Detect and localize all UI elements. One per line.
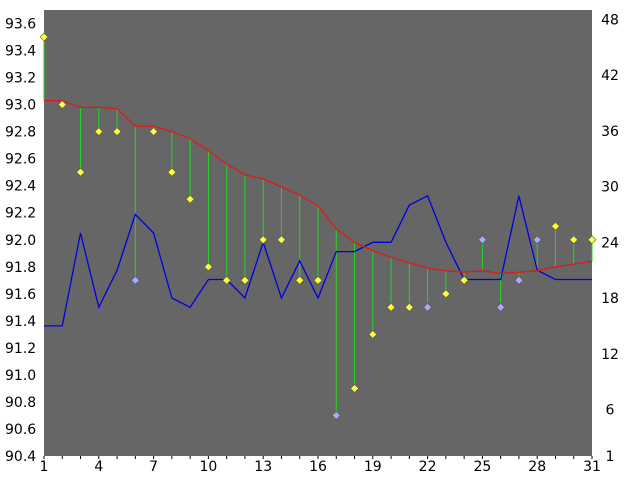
y2-tick-label: 30: [601, 180, 619, 196]
data-point-marker: [203, 262, 213, 272]
data-point-marker: [350, 383, 359, 393]
data-point-marker: [532, 235, 542, 245]
data-point-marker: [459, 275, 469, 285]
data-point-marker: [551, 221, 560, 231]
left-axis-tick-labels: 90.4 90.6 90.8 91.0 91.2 91.4 91.6 91.8 92.0 92.2…: [5, 17, 36, 465]
y-tick-label: 93.0: [5, 98, 36, 114]
x-tick-label: 31: [583, 459, 601, 475]
y-tick-label: 92.0: [5, 233, 36, 249]
y-tick-label: 92.8: [5, 125, 36, 141]
data-point-marker: [185, 194, 195, 204]
data-point-marker: [57, 100, 67, 110]
data-point-marker: [514, 275, 524, 285]
trend-series-line: [44, 99, 593, 275]
y2-tick-label: 12: [601, 347, 619, 363]
y-tick-label: 90.8: [5, 395, 36, 411]
data-point-marker: [313, 275, 323, 285]
secondary-series-line: [44, 194, 592, 327]
data-point-marker: [112, 127, 122, 137]
x-tick-label: 22: [419, 459, 437, 475]
x-axis-ticks: [43, 456, 593, 459]
y2-tick-label: 18: [601, 291, 619, 307]
y-tick-label: 91.4: [5, 314, 36, 330]
data-point-marker: [222, 275, 232, 285]
data-point-marker: [240, 275, 250, 285]
data-point-marker: [149, 127, 159, 137]
y-tick-label: 92.4: [5, 179, 36, 195]
data-point-marker: [404, 302, 414, 312]
data-point-marker: [477, 235, 487, 245]
data-point-marker: [368, 329, 378, 339]
y-tick-label: 93.4: [5, 44, 36, 60]
y2-tick-label: 24: [601, 235, 619, 251]
y2-tick-label: 48: [601, 12, 619, 28]
y-tick-label: 92.2: [5, 206, 36, 222]
series-lines: [44, 99, 593, 327]
y-tick-label: 93.2: [5, 71, 36, 87]
x-tick-label: 28: [528, 459, 546, 475]
data-point-marker: [167, 167, 177, 177]
data-point-marker: [94, 127, 104, 137]
y2-tick-label: 42: [601, 68, 619, 84]
y2-tick-label: 6: [606, 403, 615, 419]
y-tick-label: 91.2: [5, 341, 36, 357]
x-tick-label: 25: [473, 459, 491, 475]
y2-tick-label: 1: [606, 449, 615, 465]
x-tick-label: 16: [309, 459, 327, 475]
data-point-marker: [569, 235, 579, 245]
y2-tick-label: 36: [601, 124, 619, 140]
x-tick-label: 13: [254, 459, 272, 475]
x-tick-label: 19: [364, 459, 382, 475]
y-tick-label: 91.8: [5, 260, 36, 276]
right-axis-tick-labels: 1 6 12 18 24 30 36 42 48: [601, 12, 619, 465]
data-point-marker: [587, 235, 597, 245]
data-point-marker: [331, 411, 341, 420]
y-tick-label: 91.6: [5, 287, 36, 303]
data-point-marker: [441, 289, 451, 299]
data-point-marker: [295, 275, 305, 285]
x-tick-label: 1: [40, 459, 49, 475]
data-point-marker: [423, 302, 433, 312]
y-tick-label: 90.6: [5, 422, 36, 438]
y-tick-label: 93.6: [5, 17, 36, 33]
data-point-marker: [258, 235, 268, 245]
data-point-marker: [277, 235, 286, 245]
data-point-marker: [76, 167, 85, 177]
x-axis-tick-labels: 1 4 7 10 13 16 19 22 25 28 31: [40, 459, 601, 475]
x-tick-label: 7: [149, 459, 158, 475]
data-point-marker: [386, 302, 396, 312]
x-tick-label: 4: [94, 459, 103, 475]
data-point-marker: [496, 302, 506, 312]
data-point-marker: [39, 32, 49, 42]
y-tick-label: 91.0: [5, 368, 36, 384]
data-point-marker: [130, 275, 140, 285]
y-tick-label: 92.6: [5, 152, 36, 168]
x-tick-label: 10: [199, 459, 217, 475]
y-tick-label: 90.4: [5, 449, 36, 465]
data-point-markers: [39, 32, 597, 420]
